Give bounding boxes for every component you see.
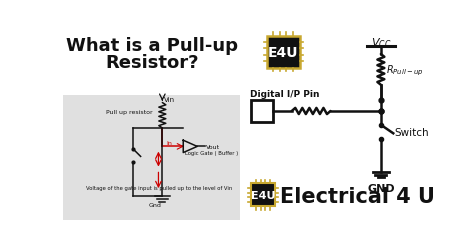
Text: In: In [166,141,172,145]
Text: What is a Pull-up: What is a Pull-up [66,36,238,54]
Text: Voltage of the gate input is pulled up to the level of Vin: Voltage of the gate input is pulled up t… [86,185,233,190]
Text: Vin: Vin [164,97,175,103]
Text: E4U: E4U [268,46,299,59]
Text: GND: GND [367,183,395,193]
Bar [251,101,273,122]
Bar [267,36,300,69]
Text: Pull up resistor: Pull up resistor [106,109,152,114]
Text: Digital I/P Pin: Digital I/P Pin [250,89,319,99]
Text: Vout: Vout [206,144,220,149]
Bar [251,184,275,207]
Bar [63,96,240,220]
Text: Gnd: Gnd [148,202,161,207]
Text: $V_{CC}$: $V_{CC}$ [371,36,391,50]
Text: $R_{Pull-up}$: $R_{Pull-up}$ [386,63,424,77]
Text: E4U: E4U [251,190,275,200]
Text: Resistor?: Resistor? [106,54,199,72]
Text: Logic Gate ( Buffer ): Logic Gate ( Buffer ) [185,150,238,155]
Text: Switch: Switch [395,127,429,137]
Text: Electrical 4 U: Electrical 4 U [280,187,435,207]
